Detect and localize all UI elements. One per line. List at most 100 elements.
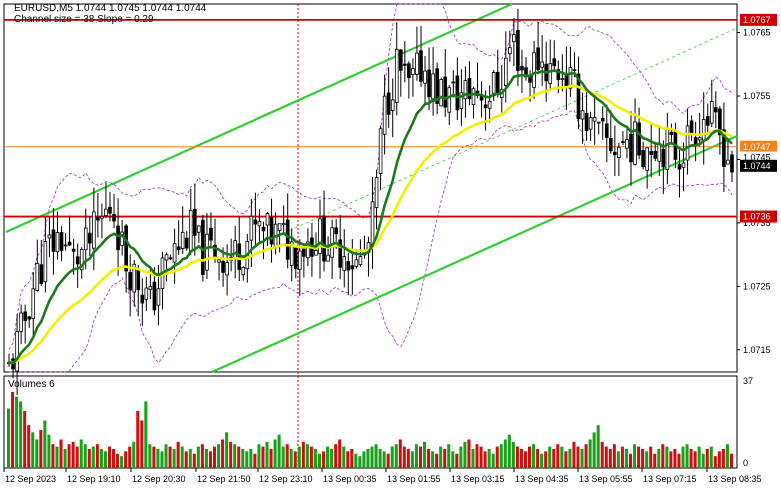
candle-body[interactable] bbox=[483, 104, 488, 109]
candle-body[interactable] bbox=[136, 269, 141, 291]
candle-body[interactable] bbox=[398, 49, 403, 71]
candle-body[interactable] bbox=[556, 69, 561, 80]
candle-body[interactable] bbox=[508, 47, 512, 55]
candle-body[interactable] bbox=[584, 112, 589, 132]
candle-body[interactable] bbox=[609, 137, 613, 152]
candle-body[interactable] bbox=[455, 75, 460, 111]
candle-body[interactable] bbox=[51, 229, 56, 252]
candle-body[interactable] bbox=[358, 256, 363, 265]
candle-body[interactable] bbox=[79, 249, 84, 271]
candle-body[interactable] bbox=[536, 47, 540, 71]
candle-body[interactable] bbox=[564, 73, 569, 87]
candle-body[interactable] bbox=[354, 259, 359, 267]
candle-body[interactable] bbox=[205, 233, 209, 271]
candle-body[interactable] bbox=[342, 256, 347, 271]
candle-body[interactable] bbox=[338, 239, 343, 268]
candle-body[interactable] bbox=[411, 68, 415, 75]
candle-body[interactable] bbox=[370, 201, 375, 247]
candle-body[interactable] bbox=[314, 250, 318, 256]
candle-body[interactable] bbox=[516, 30, 520, 71]
candle-body[interactable] bbox=[617, 146, 621, 158]
candle-body[interactable] bbox=[681, 162, 686, 168]
candle-body[interactable] bbox=[730, 154, 734, 173]
candle-body[interactable] bbox=[568, 67, 573, 89]
candle-body[interactable] bbox=[322, 216, 326, 262]
candle-body[interactable] bbox=[378, 128, 383, 174]
candle-body[interactable] bbox=[471, 88, 476, 105]
candle-body[interactable] bbox=[677, 163, 682, 170]
candle-body[interactable] bbox=[27, 316, 32, 320]
candle-body[interactable] bbox=[124, 225, 128, 272]
candle-body[interactable] bbox=[39, 264, 44, 284]
candle-body[interactable] bbox=[714, 107, 718, 113]
candle-body[interactable] bbox=[221, 261, 225, 273]
candle-body[interactable] bbox=[548, 63, 553, 84]
candle-body[interactable] bbox=[318, 218, 322, 254]
candle-body[interactable] bbox=[439, 79, 443, 107]
candle-body[interactable] bbox=[19, 312, 23, 332]
candle-body[interactable] bbox=[665, 127, 670, 171]
candle-body[interactable] bbox=[596, 121, 601, 124]
candle-body[interactable] bbox=[269, 217, 274, 245]
candle-body[interactable] bbox=[306, 241, 310, 259]
candle-body[interactable] bbox=[625, 139, 629, 149]
candle-body[interactable] bbox=[443, 76, 448, 108]
candle-body[interactable] bbox=[253, 219, 258, 225]
candle-body[interactable] bbox=[132, 263, 137, 293]
candle-body[interactable] bbox=[697, 137, 702, 141]
candle-body[interactable] bbox=[633, 121, 637, 165]
candle-body[interactable] bbox=[693, 137, 698, 145]
candle-body[interactable] bbox=[718, 108, 722, 136]
candle-body[interactable] bbox=[503, 57, 508, 86]
candle-body[interactable] bbox=[467, 78, 472, 100]
candle-body[interactable] bbox=[209, 227, 213, 241]
candle-body[interactable] bbox=[71, 248, 76, 252]
candle-body[interactable] bbox=[43, 241, 48, 283]
candle-body[interactable] bbox=[689, 120, 694, 135]
candle-body[interactable] bbox=[524, 67, 528, 78]
candle-body[interactable] bbox=[346, 261, 351, 271]
candle-body[interactable] bbox=[560, 78, 565, 81]
candle-body[interactable] bbox=[520, 65, 524, 71]
candle-body[interactable] bbox=[669, 131, 674, 135]
candle-body[interactable] bbox=[281, 223, 286, 226]
candle-body[interactable] bbox=[152, 281, 157, 311]
candle-body[interactable] bbox=[156, 288, 161, 306]
candle-body[interactable] bbox=[261, 226, 266, 232]
candle-body[interactable] bbox=[293, 247, 298, 269]
candle-body[interactable] bbox=[382, 95, 387, 135]
candle-body[interactable] bbox=[334, 227, 338, 235]
candle-body[interactable] bbox=[491, 72, 496, 97]
candle-body[interactable] bbox=[451, 81, 456, 84]
candle-body[interactable] bbox=[225, 262, 229, 276]
candle-body[interactable] bbox=[641, 150, 645, 167]
candle-body[interactable] bbox=[512, 34, 516, 43]
candle-body[interactable] bbox=[403, 63, 407, 66]
candle-body[interactable] bbox=[302, 248, 306, 257]
candle-body[interactable] bbox=[233, 240, 238, 260]
candle-body[interactable] bbox=[144, 287, 149, 300]
candle-body[interactable] bbox=[592, 116, 597, 122]
candle-body[interactable] bbox=[241, 267, 246, 276]
candle-body[interactable] bbox=[96, 216, 100, 221]
candle-body[interactable] bbox=[47, 234, 52, 239]
candle-body[interactable] bbox=[75, 256, 80, 265]
candle-body[interactable] bbox=[350, 265, 355, 270]
candle-body[interactable] bbox=[705, 116, 710, 126]
candle-body[interactable] bbox=[423, 70, 427, 84]
candle-body[interactable] bbox=[726, 159, 730, 165]
candle-body[interactable] bbox=[140, 294, 145, 304]
candle-body[interactable] bbox=[576, 73, 581, 120]
candle-body[interactable] bbox=[298, 250, 302, 270]
candle-body[interactable] bbox=[431, 73, 435, 102]
candle-body[interactable] bbox=[390, 99, 395, 111]
candle-body[interactable] bbox=[188, 209, 193, 252]
candle-body[interactable] bbox=[685, 125, 690, 161]
candle-body[interactable] bbox=[87, 232, 92, 244]
candle-body[interactable] bbox=[463, 80, 468, 100]
candle-body[interactable] bbox=[447, 87, 452, 113]
candle-body[interactable] bbox=[386, 92, 391, 115]
candle-body[interactable] bbox=[629, 133, 633, 163]
candle-body[interactable] bbox=[265, 213, 270, 226]
